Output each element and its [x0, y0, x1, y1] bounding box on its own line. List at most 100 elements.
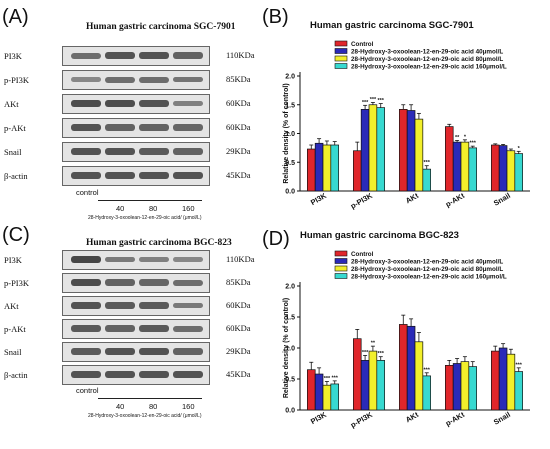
significance-marker: *** [378, 98, 385, 104]
blot-band [71, 325, 101, 332]
blot-strip [62, 94, 210, 114]
legend-label: 28-Hydroxy-3-oxoolean-12-en-29-oic acid … [351, 259, 503, 266]
blot-band [105, 52, 135, 59]
significance-marker: *** [324, 376, 331, 382]
bar [514, 153, 523, 192]
blot-strip [62, 118, 210, 138]
blot-row-name: β-actin [4, 370, 28, 380]
bar [307, 148, 316, 192]
bar [360, 360, 370, 411]
blot-band [105, 302, 135, 309]
blot-band [173, 100, 203, 107]
blot-row-name: PI3K [4, 51, 22, 61]
bar [491, 350, 500, 411]
blot-band [139, 124, 169, 131]
blot-row-name: PI3K [4, 255, 22, 265]
bar [452, 363, 462, 411]
bar [506, 150, 516, 192]
bar [406, 110, 416, 192]
bar [491, 144, 500, 192]
legend-swatch [334, 40, 348, 47]
significance-marker: ** [371, 341, 376, 347]
bar [353, 150, 362, 192]
y-axis-title: Relative density (% of control) [283, 298, 290, 398]
significance-marker: *** [516, 362, 523, 368]
bar [460, 141, 470, 192]
lane-label-160: 160 [182, 402, 195, 411]
bar-chart-d: Human gastric carcinoma BGC-823Control28… [283, 230, 530, 430]
blot-band [139, 279, 169, 286]
bar [314, 373, 324, 411]
blot-band [139, 100, 169, 107]
blot-title-c: Human gastric carcinoma BGC-823 [86, 238, 232, 248]
bar [422, 168, 431, 192]
blot-band [71, 348, 101, 355]
x-tick-label: PI3K [309, 191, 328, 207]
bar [307, 369, 316, 411]
significance-marker: *** [332, 375, 339, 381]
blot-band [105, 124, 135, 131]
blot-band [105, 148, 135, 155]
blot-strip [62, 166, 210, 186]
bar [498, 347, 508, 411]
western-blot-panel-a: (A) Human gastric carcinoma SGC-7901 PI3… [0, 0, 254, 222]
bar [399, 108, 408, 192]
bar [314, 142, 324, 192]
bar [360, 108, 370, 192]
x-tick-label: AKt [404, 410, 420, 425]
blot-row-name: p-AKt [4, 324, 26, 334]
bar [445, 126, 454, 192]
panel-label-a: (A) [2, 6, 29, 28]
legend-label: Control [351, 41, 374, 48]
blot-band [105, 279, 135, 286]
blot-band [173, 279, 203, 286]
significance-marker: *** [362, 350, 369, 356]
bar [330, 383, 339, 411]
blot-band [173, 257, 203, 262]
significance-marker: ** [455, 135, 460, 141]
blot-row-name: Snail [4, 347, 22, 357]
panel-label-c: (C) [2, 224, 30, 246]
blot-band [173, 371, 203, 378]
blot-strip [62, 46, 210, 66]
blot-band [105, 325, 135, 332]
x-tick-label: p-PI3K [349, 410, 375, 430]
blot-band [173, 325, 203, 332]
chart-panel-d: (D) Human gastric carcinoma BGC-823 Contr… [262, 222, 550, 444]
lane-label-160: 160 [182, 204, 195, 213]
bar [468, 147, 477, 192]
panel-label-d: (D) [262, 228, 290, 250]
bar [414, 118, 424, 192]
legend-swatch [334, 48, 348, 54]
blot-kda-label: 60KDa [226, 300, 251, 310]
bar [452, 141, 462, 192]
blot-strip [62, 70, 210, 90]
legend-swatch [334, 273, 348, 279]
bar [468, 366, 477, 411]
blot-strip [62, 250, 210, 270]
legend-swatch [334, 265, 348, 272]
blot-band [105, 371, 135, 378]
blot-band [173, 76, 203, 83]
blot-kda-label: 85KDa [226, 277, 251, 287]
y-tick-label: 0.0 [285, 408, 295, 415]
blot-band [173, 124, 203, 131]
bar [322, 144, 332, 192]
blot-band [71, 302, 101, 309]
y-tick-label: 2.0 [285, 74, 295, 81]
lane-label-control: control [76, 188, 99, 197]
y-tick-label: 0.5 [285, 377, 295, 384]
legend-label: Control [351, 251, 374, 258]
blot-row-name: p-PI3K [4, 75, 30, 85]
blot-band [71, 124, 101, 131]
blot-kda-label: 29KDa [226, 346, 251, 356]
blot-row-name: AKt [4, 301, 19, 311]
blot-row-name: AKt [4, 99, 19, 109]
blot-title-a: Human gastric carcinoma SGC-7901 [86, 22, 236, 32]
bar [368, 350, 378, 411]
y-tick-label: 1.0 [285, 346, 295, 353]
blot-band [71, 172, 101, 179]
x-tick-label: Snail [492, 191, 512, 208]
significance-marker: *** [424, 160, 431, 166]
blot-row-name: Snail [4, 147, 22, 157]
